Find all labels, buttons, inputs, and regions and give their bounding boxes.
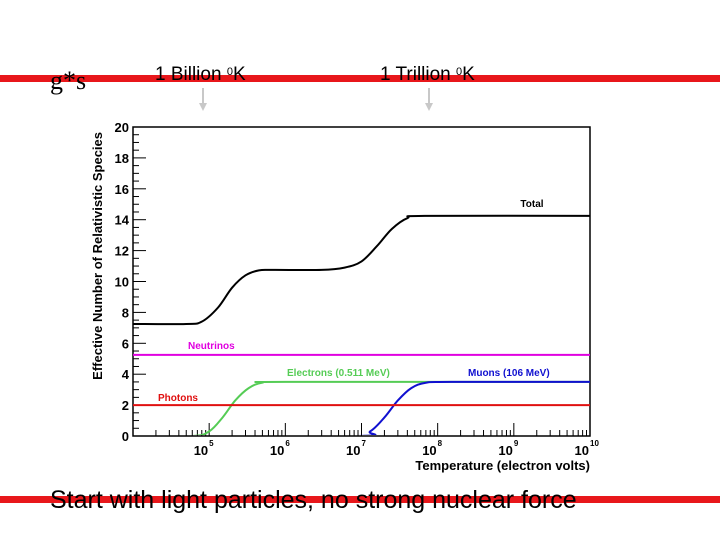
bottom-red-bar bbox=[0, 496, 720, 503]
y-tick-label: 12 bbox=[115, 244, 129, 259]
x-tick-label: 10 bbox=[194, 443, 208, 458]
series-label-muons-106-mev: Muons (106 MeV) bbox=[468, 368, 550, 379]
series-label-photons: Photons bbox=[158, 393, 198, 404]
y-tick-label: 8 bbox=[122, 305, 129, 320]
billion-kelvin-label: 1 Billion 0K bbox=[155, 64, 246, 86]
y-tick-label: 2 bbox=[122, 398, 129, 413]
x-tick-label: 10 bbox=[346, 443, 360, 458]
series-label-electrons-0-511-mev: Electrons (0.511 MeV) bbox=[287, 368, 390, 379]
x-tick-label: 10 bbox=[498, 443, 512, 458]
x-tick-exponent: 7 bbox=[362, 439, 367, 448]
x-tick-exponent: 10 bbox=[590, 439, 599, 448]
series-line-muons-106-mev bbox=[354, 380, 590, 435]
y-tick-label: 16 bbox=[115, 182, 129, 197]
series-label-neutrinos: Neutrinos bbox=[188, 341, 235, 352]
trillion-kelvin-label: 1 Trillion 0K bbox=[380, 64, 475, 86]
billion-degree-mark: 0 bbox=[226, 66, 233, 78]
y-tick-label: 18 bbox=[115, 151, 129, 166]
x-tick-label: 10 bbox=[575, 443, 589, 458]
y-tick-label: 0 bbox=[122, 429, 129, 444]
series-line-total bbox=[133, 214, 590, 326]
billion-kelvin-suffix: K bbox=[232, 64, 246, 85]
y-tick-label: 14 bbox=[115, 213, 130, 228]
slide-caption: Start with light particles, no strong nu… bbox=[50, 486, 577, 514]
x-tick-label: 10 bbox=[422, 443, 436, 458]
x-tick-exponent: 5 bbox=[209, 439, 214, 448]
x-tick-exponent: 6 bbox=[285, 439, 290, 448]
x-tick-label: 10 bbox=[270, 443, 284, 458]
trillion-arrow-icon bbox=[425, 88, 433, 111]
top-red-bar bbox=[0, 75, 720, 82]
series-label-total: Total bbox=[520, 199, 543, 210]
y-axis-title: Effective Number of Relativistic Species bbox=[90, 132, 105, 380]
trillion-kelvin-suffix: K bbox=[462, 64, 475, 85]
y-tick-label: 10 bbox=[115, 275, 129, 290]
plot-frame bbox=[132, 126, 591, 437]
x-axis-title: Temperature (electron volts) bbox=[415, 458, 590, 473]
x-tick-exponent: 9 bbox=[514, 439, 519, 448]
billion-arrow-icon bbox=[199, 88, 207, 111]
y-tick-label: 6 bbox=[122, 336, 129, 351]
series-line-electrons-0-511-mev bbox=[192, 380, 590, 435]
slide-label: g*s bbox=[50, 66, 87, 95]
y-tick-label: 4 bbox=[122, 367, 130, 382]
y-tick-label: 20 bbox=[115, 120, 129, 135]
x-tick-exponent: 8 bbox=[438, 439, 443, 448]
trillion-degree-mark: 0 bbox=[456, 66, 463, 78]
trillion-kelvin-text: 1 Trillion bbox=[380, 64, 457, 85]
billion-kelvin-text: 1 Billion bbox=[155, 64, 227, 85]
